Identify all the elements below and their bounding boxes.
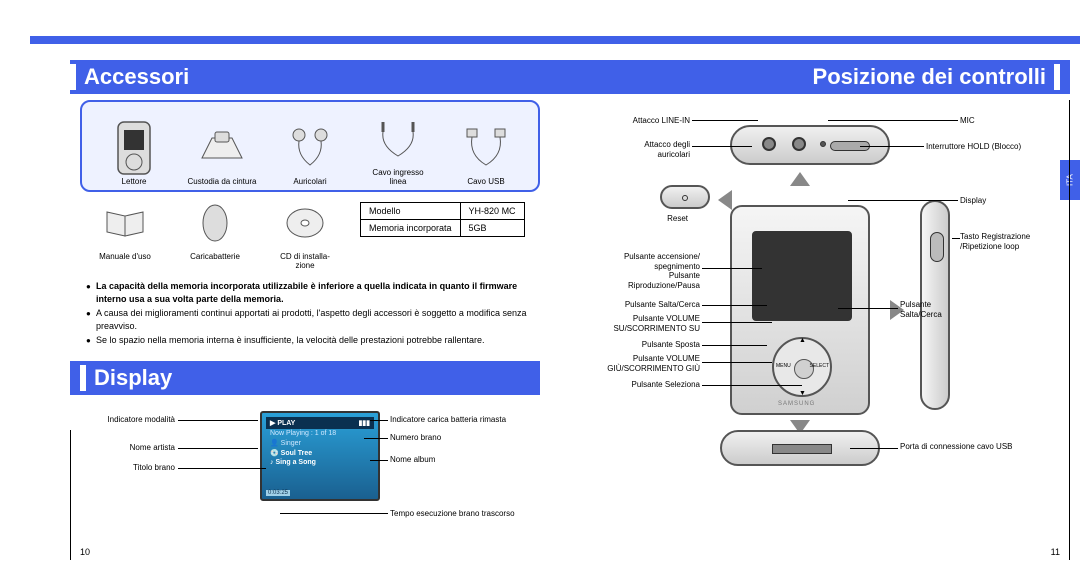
callout-elapsed: Tempo esecuzione brano trascorso: [390, 509, 515, 518]
accessory-label: Lettore: [94, 177, 174, 186]
label-earphone: Attacco degli auricolari: [600, 140, 690, 159]
dpad-center-icon: [794, 359, 814, 379]
usb-cable-icon: [461, 123, 511, 173]
accessories-box: Lettore Custodia da cintura Auricolari C…: [80, 100, 540, 192]
charger-icon: [190, 198, 240, 248]
dpad-icon: ▲ ▼ MENU SELECT: [772, 337, 832, 397]
lcd-play: PLAY: [277, 420, 295, 427]
accessory-custodia: Custodia da cintura: [182, 123, 262, 186]
accessory-label: Manuale d'uso: [80, 252, 170, 261]
lcd-nowplaying: Now Playing : 1 of 18: [266, 429, 374, 438]
rec-button-icon: [930, 232, 944, 262]
header-divider-right: [1054, 64, 1060, 90]
device-front-view: ▲ ▼ MENU SELECT SAMSUNG: [730, 205, 870, 415]
callout-mode: Indicatore modalità: [75, 415, 175, 424]
cell-modello-value: YH-820 MC: [460, 203, 524, 220]
label-select: Pulsante Seleziona: [570, 380, 700, 390]
linein-cable-icon: [373, 114, 423, 164]
arrow-up-icon: [790, 172, 810, 186]
earphones-icon: [285, 123, 335, 173]
accessory-cd: CD di installa- zione: [260, 198, 350, 270]
label-skip-r: Pulsante Salta/Cerca: [900, 300, 942, 319]
margin-line-right: [1069, 100, 1070, 560]
accessory-caricabatterie: Caricabatterie: [170, 198, 260, 261]
manual-icon: [100, 198, 150, 248]
cell-memoria-value: 5GB: [460, 220, 524, 237]
accessory-label: CD di installa- zione: [260, 252, 350, 270]
model-table: Modello YH-820 MC Memoria incorporata 5G…: [360, 202, 525, 237]
callout-battery: Indicatore carica batteria rimasta: [390, 415, 506, 424]
note-item: La capacità della memoria incorporata ut…: [86, 280, 540, 305]
label-usb: Porta di connessione cavo USB: [900, 442, 1013, 452]
callout-artist: Nome artista: [75, 443, 175, 452]
callout-title: Titolo brano: [75, 463, 175, 472]
label-reset: Reset: [638, 214, 688, 224]
callout-album: Nome album: [390, 455, 435, 464]
title-posizione: Posizione dei controlli: [813, 64, 1046, 90]
accessory-label: Caricabatterie: [170, 252, 260, 261]
label-display: Display: [960, 196, 986, 206]
header-bar: Accessori Posizione dei controlli: [70, 60, 1070, 94]
label-voldown: Pulsante VOLUME GIÙ/SCORRIMENTO GIÙ: [570, 354, 700, 373]
display-diagram: Indicatore modalità Nome artista Titolo …: [80, 411, 540, 521]
label-move: Pulsante Sposta: [570, 340, 700, 350]
language-tab: ITA: [1060, 160, 1080, 200]
label-rec: Tasto Registrazione /Ripetizione loop: [960, 232, 1030, 251]
display-header: Display: [70, 361, 540, 395]
page-number-right: 11: [1051, 547, 1060, 557]
player-icon: [109, 123, 159, 173]
title-accessori: Accessori: [84, 64, 189, 90]
title-display: Display: [94, 365, 172, 391]
accessory-cavo-linein: Cavo ingresso linea: [358, 114, 438, 186]
note-item: A causa dei miglioramenti continui appor…: [86, 307, 540, 332]
label-skip-l: Pulsante Salta/Cerca: [570, 300, 700, 310]
device-top-view: [730, 125, 890, 165]
accessory-label: Custodia da cintura: [182, 177, 262, 186]
lcd-topbar: ▶ PLAY ▮▮▮: [266, 417, 374, 429]
usb-port-icon: [772, 444, 832, 454]
table-row: Modello YH-820 MC: [361, 203, 525, 220]
lcd-artist: 👤 Singer: [266, 438, 374, 448]
table-row: Memoria incorporata 5GB: [361, 220, 525, 237]
display-divider: [80, 365, 86, 391]
accessory-label: Auricolari: [270, 177, 350, 186]
label-volup: Pulsante VOLUME SU/SCORRIMENTO SU: [570, 314, 700, 333]
notes-list: La capacità della memoria incorporata ut…: [80, 280, 540, 347]
accessory-manuale: Manuale d'uso: [80, 198, 170, 261]
right-column: Attacco LINE-IN Attacco degli auricolari…: [560, 100, 1060, 500]
accessory-label: Cavo USB: [446, 177, 526, 186]
cd-icon: [280, 198, 330, 248]
lcd-title: ♪ Sing a Song: [266, 458, 374, 467]
linein-jack-icon: [792, 137, 806, 151]
top-blue-band: [30, 36, 1080, 44]
lcd-screen: ▶ PLAY ▮▮▮ Now Playing : 1 of 18 👤 Singe…: [260, 411, 380, 501]
beltcase-icon: [197, 123, 247, 173]
cell-memoria-label: Memoria incorporata: [361, 220, 461, 237]
lcd-time: 0:03:25: [266, 490, 290, 496]
controls-diagram: Attacco LINE-IN Attacco degli auricolari…: [560, 100, 1050, 500]
page-number-left: 10: [80, 547, 90, 557]
accessories-row2: Manuale d'uso Caricabatterie CD di insta…: [80, 198, 540, 270]
accessory-label: Cavo ingresso linea: [358, 168, 438, 186]
label-linein: Attacco LINE-IN: [600, 116, 690, 126]
accessory-lettore: Lettore: [94, 123, 174, 186]
label-mic: MIC: [960, 116, 975, 126]
header-divider-left: [70, 64, 76, 90]
reset-button-view: [660, 185, 710, 209]
margin-line-left: [70, 430, 71, 560]
callout-trackno: Numero brano: [390, 433, 441, 442]
accessory-cavo-usb: Cavo USB: [446, 123, 526, 186]
cell-modello-label: Modello: [361, 203, 461, 220]
device-screen-icon: [752, 231, 852, 321]
label-power: Pulsante accensione/ spegnimento Pulsant…: [570, 252, 700, 290]
mic-hole-icon: [820, 141, 826, 147]
arrow-left-icon: [718, 190, 732, 210]
battery-icon: ▮▮▮: [358, 419, 370, 427]
left-column: Lettore Custodia da cintura Auricolari C…: [80, 100, 540, 521]
lcd-album: 💿 Soul Tree: [266, 448, 374, 458]
earphone-jack-icon: [762, 137, 776, 151]
note-item: Se lo spazio nella memoria interna è ins…: [86, 334, 540, 347]
accessory-auricolari: Auricolari: [270, 123, 350, 186]
label-hold: Interruttore HOLD (Blocco): [926, 142, 1021, 152]
